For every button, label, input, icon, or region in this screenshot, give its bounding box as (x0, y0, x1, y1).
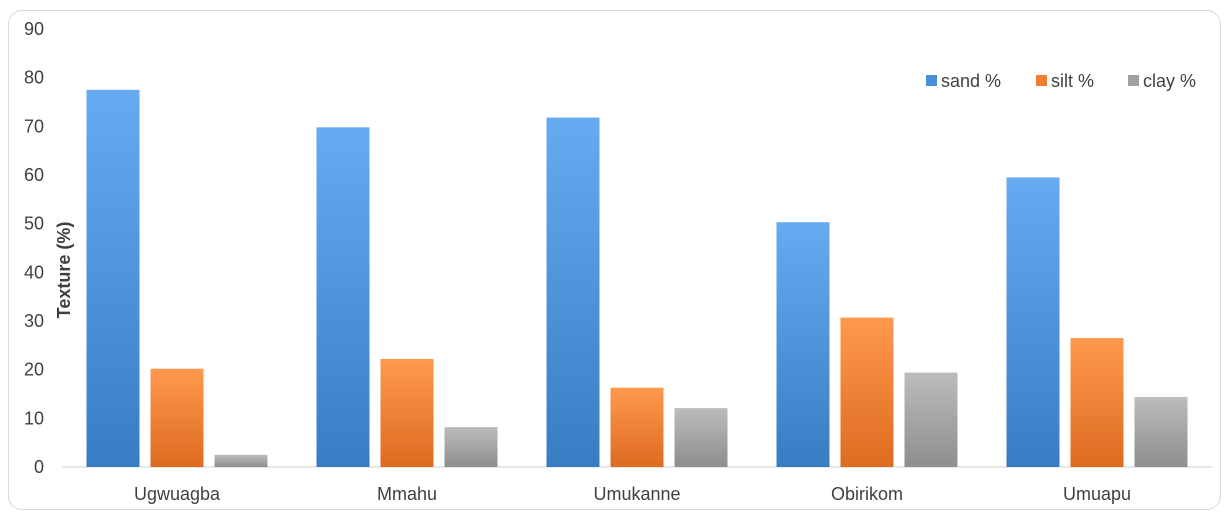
legend-label-sand: sand % (941, 71, 1001, 91)
bar-silt-mmahu (380, 358, 434, 467)
bars (86, 89, 1188, 467)
y-tick-label: 20 (24, 360, 44, 380)
bar-sand-ugwuagba (86, 89, 140, 467)
legend-label-silt: silt % (1051, 71, 1094, 91)
y-tick-label: 40 (24, 262, 44, 282)
bar-silt-umuapu (1070, 338, 1124, 467)
bar-clay-ugwuagba (214, 454, 268, 467)
legend-swatch-clay (1128, 75, 1139, 86)
x-category-label: Umuapu (1063, 484, 1131, 504)
y-tick-label: 60 (24, 165, 44, 185)
bar-sand-umuapu (1006, 177, 1060, 467)
bar-clay-umuapu (1134, 396, 1188, 467)
bar-silt-obirikom (840, 317, 894, 467)
y-tick-label: 0 (34, 457, 44, 477)
y-tick-label: 50 (24, 214, 44, 234)
bar-sand-mmahu (316, 127, 370, 467)
legend-label-clay: clay % (1143, 71, 1196, 91)
bar-clay-obirikom (904, 372, 958, 467)
y-tick-label: 90 (24, 19, 44, 39)
x-category-label: Mmahu (377, 484, 437, 504)
y-tick-label: 70 (24, 116, 44, 136)
bar-clay-umukanne (674, 408, 728, 467)
y-tick-label: 10 (24, 408, 44, 428)
x-category-label: Obirikom (831, 484, 903, 504)
y-axis-ticks: 0 10 20 30 40 50 60 70 80 90 (24, 19, 44, 477)
bar-clay-mmahu (444, 427, 498, 467)
bar-sand-obirikom (776, 222, 830, 467)
bar-silt-ugwuagba (150, 368, 204, 467)
x-category-label: Ugwuagba (134, 484, 221, 504)
y-axis-label: Texture (%) (54, 222, 74, 319)
chart-frame (8, 10, 1221, 510)
bar-sand-umukanne (546, 117, 600, 467)
y-tick-label: 30 (24, 311, 44, 331)
legend: sand % silt % clay % (926, 71, 1196, 91)
legend-swatch-silt (1036, 75, 1047, 86)
legend-swatch-sand (926, 75, 937, 86)
y-tick-label: 80 (24, 68, 44, 88)
x-axis-categories: Ugwuagba Mmahu Umukanne Obirikom Umuapu (134, 484, 1131, 504)
bar-silt-umukanne (610, 387, 664, 467)
x-category-label: Umukanne (593, 484, 680, 504)
